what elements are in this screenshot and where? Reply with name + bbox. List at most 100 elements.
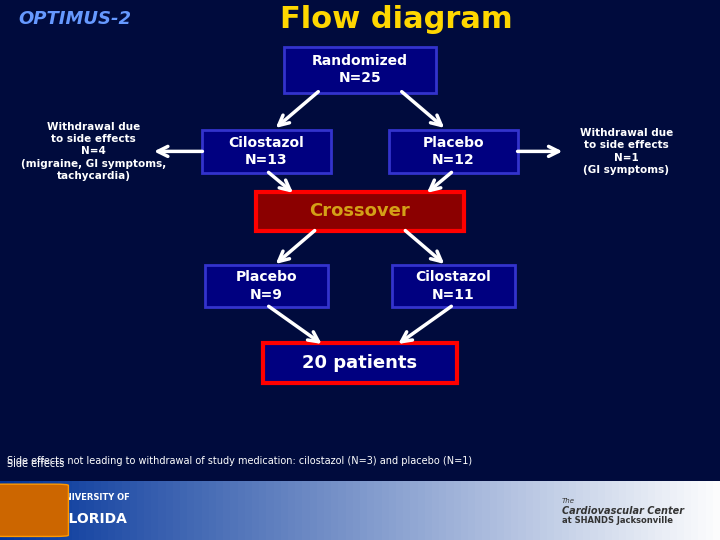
- Bar: [238, 481, 245, 540]
- Bar: [626, 481, 634, 540]
- Bar: [72, 481, 79, 540]
- Bar: [691, 481, 698, 540]
- Bar: [166, 481, 173, 540]
- Bar: [590, 481, 598, 540]
- Bar: [504, 481, 511, 540]
- Bar: [14, 481, 22, 540]
- Bar: [245, 481, 252, 540]
- Bar: [223, 481, 230, 540]
- Text: The: The: [562, 498, 575, 504]
- Bar: [374, 481, 382, 540]
- Text: Cilostazol
N=13: Cilostazol N=13: [228, 136, 305, 167]
- Bar: [324, 481, 331, 540]
- Bar: [446, 481, 454, 540]
- Bar: [266, 481, 274, 540]
- Bar: [598, 481, 605, 540]
- Bar: [338, 481, 346, 540]
- Bar: [518, 481, 526, 540]
- Bar: [50, 481, 58, 540]
- Bar: [274, 481, 281, 540]
- Bar: [619, 481, 626, 540]
- Bar: [662, 481, 670, 540]
- Bar: [367, 481, 374, 540]
- Bar: [533, 481, 540, 540]
- Bar: [115, 481, 122, 540]
- Text: Randomized
N=25: Randomized N=25: [312, 54, 408, 85]
- Bar: [439, 481, 446, 540]
- Bar: [410, 481, 418, 540]
- Bar: [713, 481, 720, 540]
- Bar: [43, 481, 50, 540]
- FancyBboxPatch shape: [389, 130, 518, 173]
- Text: Flow diagram: Flow diagram: [279, 5, 513, 33]
- Bar: [230, 481, 238, 540]
- Bar: [706, 481, 713, 540]
- Bar: [418, 481, 425, 540]
- Bar: [86, 481, 94, 540]
- FancyBboxPatch shape: [205, 265, 328, 307]
- FancyBboxPatch shape: [0, 484, 68, 536]
- Text: OPTIMUS-2: OPTIMUS-2: [18, 10, 131, 28]
- Bar: [382, 481, 389, 540]
- Text: Cardiovascular Center: Cardiovascular Center: [562, 507, 683, 516]
- Bar: [22, 481, 29, 540]
- Bar: [173, 481, 180, 540]
- Bar: [331, 481, 338, 540]
- Text: at SHANDS Jacksonville: at SHANDS Jacksonville: [562, 516, 672, 525]
- Bar: [65, 481, 72, 540]
- Bar: [180, 481, 187, 540]
- Bar: [58, 481, 65, 540]
- Text: Withdrawal due
to side effects
N=1
(GI symptoms): Withdrawal due to side effects N=1 (GI s…: [580, 128, 673, 175]
- Bar: [360, 481, 367, 540]
- Bar: [158, 481, 166, 540]
- Text: UNIVERSITY OF: UNIVERSITY OF: [58, 492, 130, 502]
- FancyBboxPatch shape: [202, 130, 331, 173]
- Bar: [122, 481, 130, 540]
- Bar: [302, 481, 310, 540]
- Bar: [295, 481, 302, 540]
- Bar: [101, 481, 108, 540]
- Bar: [648, 481, 655, 540]
- Bar: [562, 481, 569, 540]
- Bar: [468, 481, 475, 540]
- Bar: [94, 481, 101, 540]
- Bar: [461, 481, 468, 540]
- Bar: [317, 481, 324, 540]
- Bar: [108, 481, 115, 540]
- Bar: [281, 481, 288, 540]
- Bar: [482, 481, 490, 540]
- Bar: [612, 481, 619, 540]
- FancyBboxPatch shape: [256, 192, 464, 231]
- Bar: [346, 481, 353, 540]
- Bar: [209, 481, 216, 540]
- Bar: [511, 481, 518, 540]
- Text: Side effects not leading to withdrawal of study medication: cilostazol (N=3) and: Side effects not leading to withdrawal o…: [7, 456, 472, 467]
- Bar: [130, 481, 137, 540]
- Bar: [137, 481, 144, 540]
- Bar: [554, 481, 562, 540]
- Bar: [655, 481, 662, 540]
- Bar: [252, 481, 259, 540]
- Bar: [583, 481, 590, 540]
- Bar: [526, 481, 533, 540]
- Bar: [403, 481, 410, 540]
- Bar: [353, 481, 360, 540]
- Bar: [7, 481, 14, 540]
- FancyBboxPatch shape: [263, 343, 457, 382]
- Bar: [259, 481, 266, 540]
- Bar: [187, 481, 194, 540]
- Bar: [454, 481, 461, 540]
- Text: Crossover: Crossover: [310, 202, 410, 220]
- Bar: [151, 481, 158, 540]
- Bar: [497, 481, 504, 540]
- Text: 20 patients: 20 patients: [302, 354, 418, 372]
- Bar: [490, 481, 497, 540]
- Bar: [425, 481, 432, 540]
- Bar: [0, 481, 7, 540]
- Text: Withdrawal due
to side effects
N=4
(migraine, GI symptoms,
tachycardia): Withdrawal due to side effects N=4 (migr…: [21, 122, 166, 181]
- Text: Placebo
N=12: Placebo N=12: [423, 136, 485, 167]
- Bar: [605, 481, 612, 540]
- Bar: [202, 481, 209, 540]
- Bar: [432, 481, 439, 540]
- Bar: [698, 481, 706, 540]
